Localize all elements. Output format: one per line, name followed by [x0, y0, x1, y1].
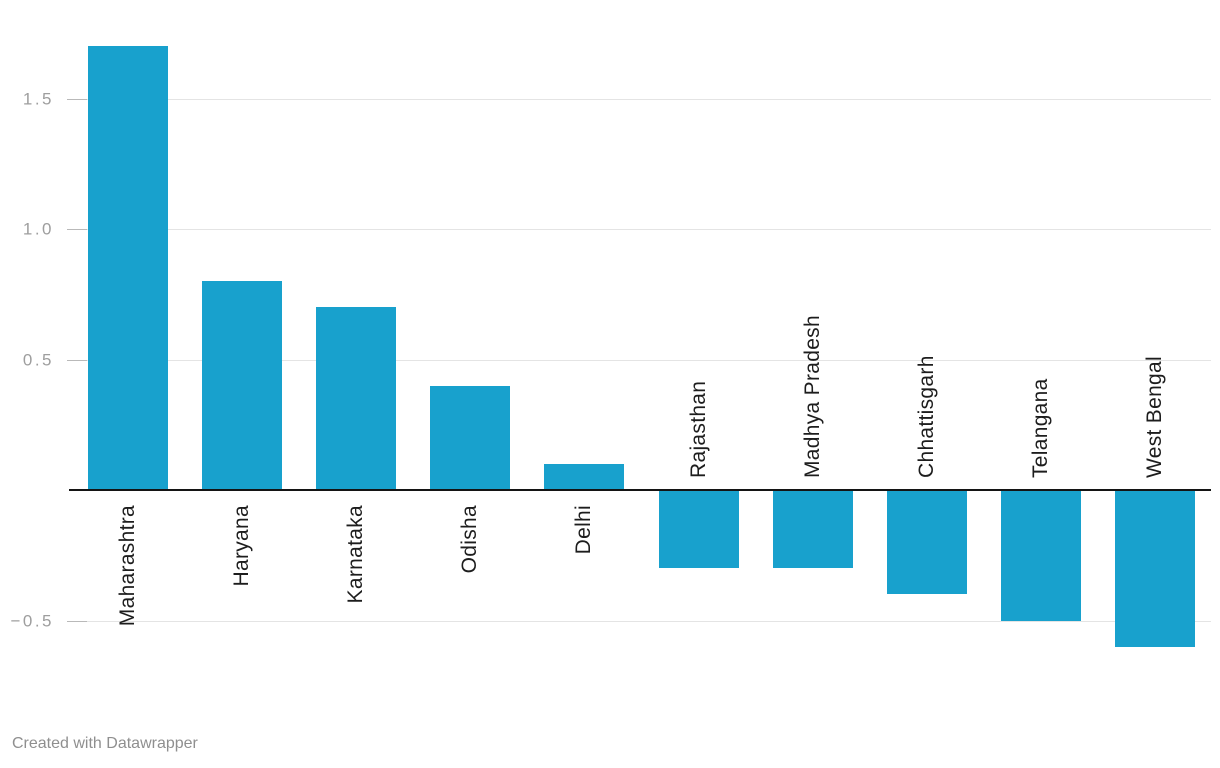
- y-axis-tick: [67, 359, 87, 361]
- bar-madhya-pradesh[interactable]: [772, 490, 853, 569]
- x-axis-label-west-bengal: West Bengal: [1143, 356, 1167, 478]
- x-axis-label-odisha: Odisha: [458, 505, 482, 574]
- x-axis-label-haryana: Haryana: [229, 505, 253, 587]
- x-axis-label-delhi: Delhi: [572, 505, 596, 555]
- x-axis-label-madhya-pradesh: Madhya Pradesh: [800, 315, 824, 478]
- y-axis-tick-label: 1.5: [22, 89, 54, 108]
- y-axis-tick-label: −0.5: [10, 611, 54, 630]
- bar-delhi[interactable]: [544, 463, 625, 490]
- bar-chhattisgarh[interactable]: [886, 490, 967, 595]
- x-axis-baseline: [69, 488, 1211, 492]
- bar-maharashtra[interactable]: [87, 46, 168, 490]
- x-axis-label-rajasthan: Rajasthan: [686, 380, 710, 478]
- attribution-link[interactable]: Created with Datawrapper: [12, 735, 198, 752]
- bar-haryana[interactable]: [201, 281, 282, 490]
- bar-rajasthan[interactable]: [658, 490, 739, 569]
- bar-telangana[interactable]: [1001, 490, 1082, 621]
- bar-odisha[interactable]: [430, 385, 511, 490]
- gridline-1.5: [67, 98, 1211, 100]
- y-axis-tick: [67, 620, 87, 622]
- bar-west-bengal[interactable]: [1115, 490, 1196, 647]
- gridline-1.0: [67, 229, 1211, 230]
- x-axis-label-telangana: Telangana: [1029, 378, 1053, 478]
- y-axis-tick: [67, 98, 87, 100]
- gridline-minus-0.5: [67, 620, 1211, 622]
- x-axis-label-maharashtra: Maharashtra: [115, 505, 139, 627]
- gridline-0.5: [67, 359, 1211, 361]
- bar-karnataka[interactable]: [315, 307, 396, 490]
- y-axis-tick-label: 1.0: [22, 219, 54, 239]
- y-axis-tick-label: 0.5: [22, 350, 54, 369]
- y-axis-tick: [67, 229, 87, 230]
- x-axis-label-chhattisgarh: Chhattisgarh: [914, 355, 938, 478]
- x-axis-label-karnataka: Karnataka: [343, 505, 367, 604]
